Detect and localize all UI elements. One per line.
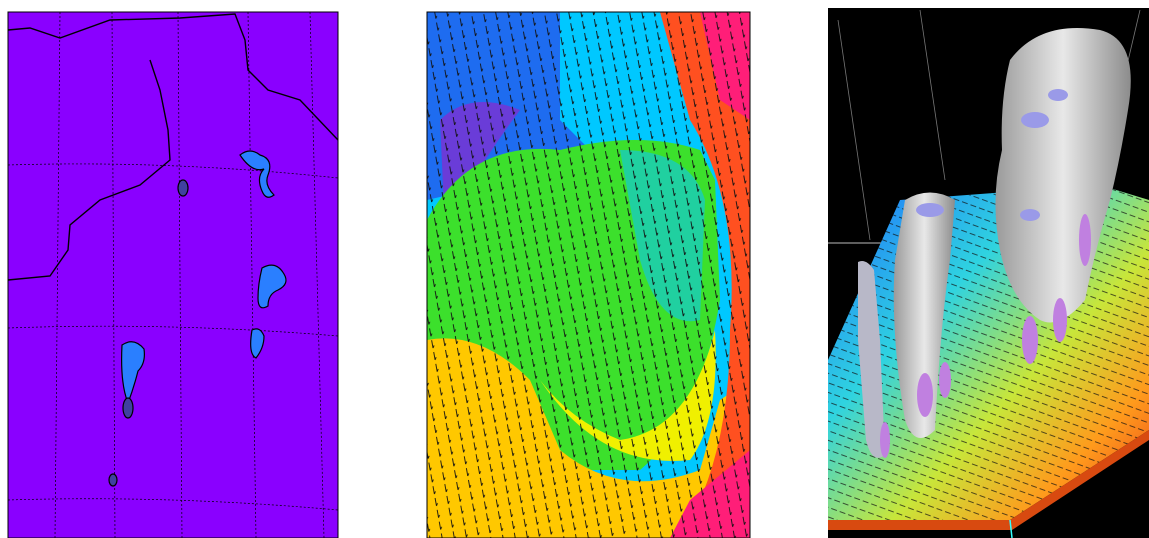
cloud-small	[858, 261, 885, 458]
precip-cores	[880, 214, 1091, 458]
panel-left	[7, 11, 339, 538]
slab-side	[828, 430, 1149, 530]
wind-vectors	[427, 12, 750, 538]
box-edge	[1009, 519, 1013, 538]
panel-middle	[426, 11, 751, 538]
boundary	[7, 13, 339, 281]
panel-background	[7, 11, 339, 538]
panel-border	[426, 11, 751, 538]
panel-right	[828, 8, 1149, 538]
contours	[108, 150, 287, 487]
ice-patches	[916, 89, 1068, 221]
cloud-middle	[893, 192, 955, 438]
cloud-large	[995, 28, 1131, 323]
